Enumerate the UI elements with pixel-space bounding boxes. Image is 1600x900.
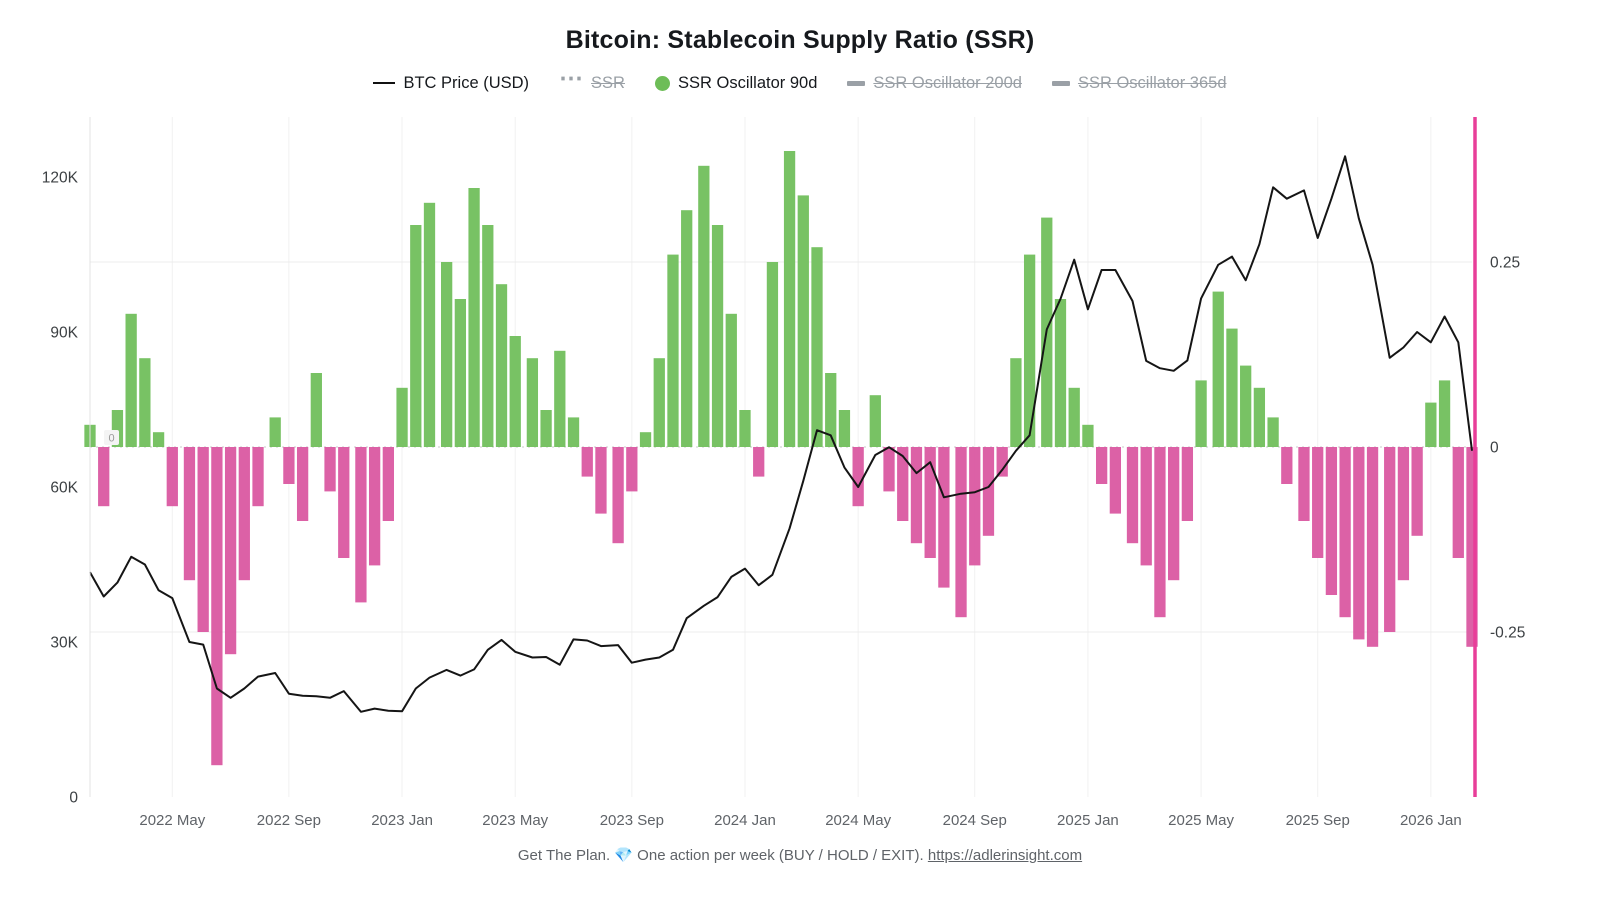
footer: Get The Plan. 💎 One action per week (BUY… [0,846,1600,864]
oscillator-bars [84,151,1478,766]
thick-line-marker-icon [1051,80,1070,86]
x-axis-tick-label: 2024 Jan [714,812,776,829]
legend-label: SSR Oscillator 200d [873,73,1022,92]
left-axis-tick-label: 60K [50,480,78,497]
x-axis-tick-label: 2025 May [1168,812,1234,829]
right-axis-tick-label: 0.25 [1490,255,1520,272]
legend-label: SSR [591,73,625,92]
thick-line-marker-icon [847,80,866,86]
chart-canvas: 0 0 30K 60K 90K 120K 0.25 0 -0.25 2022 May 2022 Se… [42,117,1525,829]
line-marker-icon [373,82,396,84]
oscillator-zero-tag: 0 [104,430,119,445]
dots-marker-icon: ⋯ [559,65,584,92]
right-axis-tick-label: -0.25 [1490,625,1525,642]
legend-item-ssr[interactable]: ⋯ SSR [559,65,625,93]
x-axis-labels: 2022 May 2022 Sep 2023 Jan 2023 May 2023 Sep… [139,812,1461,829]
legend-item-ssr-oscillator-365d[interactable]: SSR Oscillator 365d [1051,73,1227,93]
btc-price-line [89,155,1473,713]
x-axis-tick-label: 2023 Sep [600,812,664,829]
left-axis-tick-label: 90K [50,325,78,342]
legend-item-ssr-oscillator-200d[interactable]: SSR Oscillator 200d [847,74,1022,93]
legend-item-ssr-oscillator-90d[interactable]: SSR Oscillator 90d [654,73,818,93]
legend-item-btc-price-usd[interactable]: BTC Price (USD) [373,74,529,93]
left-axis-tick-label: 30K [50,635,78,652]
circle-marker-icon [654,75,670,91]
legend: BTC Price (USD) ⋯ SSR SSR Oscillator 90d SSR… [0,65,1600,95]
x-axis-tick-label: 2022 Sep [257,812,321,829]
left-axis-labels: 0 30K 60K 90K 120K [42,170,79,807]
x-axis-tick-label: 2025 Jan [1057,812,1119,829]
footer-link[interactable]: https://adlerinsight.com [927,847,1083,864]
x-axis-tick-label: 2023 May [482,812,548,829]
chart-title: Bitcoin: Stablecoin Supply Ratio (SSR) [565,26,1035,54]
x-axis-tick-label: 2024 Sep [943,812,1007,829]
x-axis-tick-label: 2022 May [139,812,205,829]
axis-lines [89,117,1477,797]
inner-zero-label: 0 [108,433,114,445]
x-axis-tick-label: 2023 Jan [371,812,433,829]
x-axis-tick-label: 2025 Sep [1286,812,1350,829]
left-axis-tick-label: 120K [42,170,79,187]
footer-text: Get The Plan. 💎 One action per week (BUY… [517,847,924,864]
x-axis-tick-label: 2026 Jan [1400,812,1462,829]
legend-label: SSR Oscillator 90d [677,73,818,92]
left-axis-tick-label: 0 [69,790,78,807]
legend-label: SSR Oscillator 365d [1077,73,1227,92]
right-axis-labels: 0.25 0 -0.25 [1490,255,1525,642]
x-axis-tick-label: 2024 May [825,812,891,829]
right-axis-tick-label: 0 [1490,440,1499,457]
legend-label: BTC Price (USD) [403,73,530,92]
gridlines [90,117,1472,797]
